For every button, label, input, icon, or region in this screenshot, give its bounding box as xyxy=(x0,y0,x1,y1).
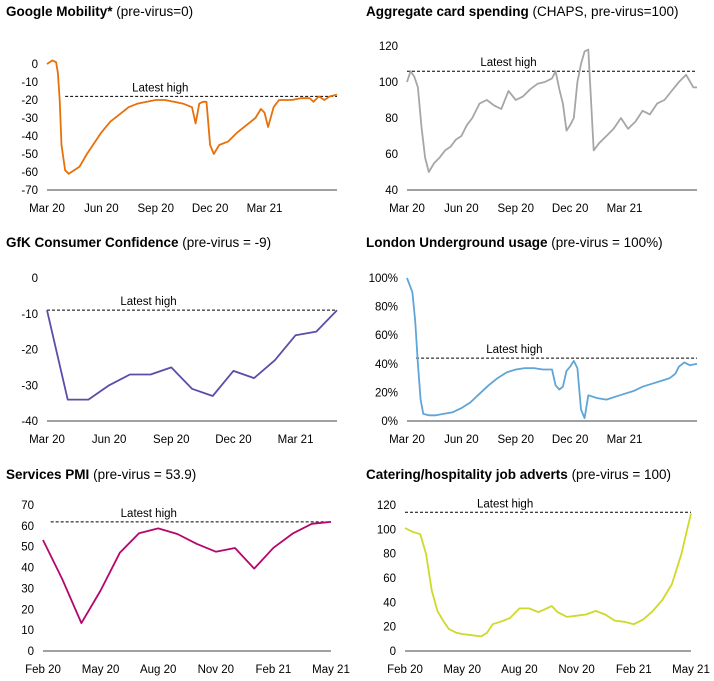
y-tick-label: 80% xyxy=(375,302,398,314)
y-tick-label: 0 xyxy=(390,646,396,658)
x-tick-label: Aug 20 xyxy=(140,664,176,676)
chart-title: Services PMI (pre-virus = 53.9) xyxy=(6,467,197,482)
y-tick-label: 0 xyxy=(32,273,38,285)
y-tick-label: -10 xyxy=(21,309,38,321)
latest-high-label: Latest high xyxy=(480,57,536,69)
x-tick-label: Nov 20 xyxy=(558,664,594,676)
y-tick-label: -30 xyxy=(21,380,38,392)
y-tick-label: -50 xyxy=(21,149,38,161)
series-line xyxy=(46,59,338,175)
y-tick-label: 80 xyxy=(383,549,396,561)
y-tick-label: 60 xyxy=(21,521,34,533)
y-tick-label: -40 xyxy=(21,131,38,143)
chart-title: London Underground usage (pre-virus = 10… xyxy=(366,235,663,250)
x-tick-label: Mar 20 xyxy=(389,203,425,215)
x-tick-label: Feb 20 xyxy=(387,664,423,676)
y-tick-label: -30 xyxy=(21,113,38,125)
x-tick-label: Jun 20 xyxy=(444,203,479,215)
x-tick-label: Sep 20 xyxy=(153,434,189,446)
y-tick-label: 60 xyxy=(383,573,396,585)
y-tick-label: 0 xyxy=(28,646,34,658)
x-tick-label: May 21 xyxy=(672,664,710,676)
x-tick-label: Dec 20 xyxy=(552,203,588,215)
y-tick-label: 120 xyxy=(377,500,396,512)
y-tick-label: 60 xyxy=(385,149,398,161)
series-line xyxy=(42,521,332,624)
x-tick-label: Dec 20 xyxy=(215,434,251,446)
y-tick-label: 40 xyxy=(385,185,398,197)
series-line xyxy=(406,48,697,173)
x-tick-label: Sep 20 xyxy=(498,203,534,215)
x-tick-label: Sep 20 xyxy=(498,434,534,446)
series-line xyxy=(46,309,338,401)
y-tick-label: -20 xyxy=(21,345,38,357)
x-tick-label: Feb 20 xyxy=(25,664,61,676)
x-tick-label: Mar 21 xyxy=(607,203,643,215)
y-tick-label: 120 xyxy=(379,41,398,53)
latest-high-label: Latest high xyxy=(486,344,542,356)
x-tick-label: Aug 20 xyxy=(501,664,537,676)
series-line xyxy=(404,513,692,638)
x-tick-label: Feb 21 xyxy=(616,664,652,676)
y-tick-label: -20 xyxy=(21,95,38,107)
latest-high-label: Latest high xyxy=(477,498,533,510)
y-tick-label: 20 xyxy=(21,604,34,616)
y-tick-label: 70 xyxy=(21,500,34,512)
y-tick-label: 100% xyxy=(369,273,398,285)
x-tick-label: Mar 21 xyxy=(607,434,643,446)
y-tick-label: 100 xyxy=(379,77,398,89)
x-tick-label: Mar 21 xyxy=(278,434,314,446)
x-tick-label: Nov 20 xyxy=(198,664,234,676)
latest-high-label: Latest high xyxy=(121,508,177,520)
y-tick-label: 0 xyxy=(32,59,38,71)
y-tick-label: 40 xyxy=(21,563,34,575)
y-tick-label: -70 xyxy=(21,185,38,197)
y-tick-label: 100 xyxy=(377,524,396,536)
x-tick-label: Jun 20 xyxy=(84,203,119,215)
x-tick-label: Mar 20 xyxy=(389,434,425,446)
y-tick-label: 60% xyxy=(375,330,398,342)
y-tick-label: 80 xyxy=(385,113,398,125)
x-tick-label: May 20 xyxy=(82,664,120,676)
y-tick-label: 40 xyxy=(383,597,396,609)
x-tick-label: Dec 20 xyxy=(192,203,228,215)
y-tick-label: 20% xyxy=(375,387,398,399)
chart-title: GfK Consumer Confidence (pre-virus = -9) xyxy=(6,235,272,250)
x-tick-label: Mar 20 xyxy=(29,203,65,215)
y-tick-label: -40 xyxy=(21,416,38,428)
x-tick-label: Sep 20 xyxy=(138,203,174,215)
x-tick-label: Mar 21 xyxy=(247,203,283,215)
x-tick-label: Mar 20 xyxy=(29,434,65,446)
series-line xyxy=(406,277,698,420)
y-tick-label: 20 xyxy=(383,622,396,634)
y-tick-label: -10 xyxy=(21,77,38,89)
chart-title: Google Mobility* (pre-virus=0) xyxy=(6,4,194,19)
latest-high-label: Latest high xyxy=(132,82,188,94)
x-tick-label: May 21 xyxy=(312,664,350,676)
chart-title: Aggregate card spending (CHAPS, pre-viru… xyxy=(366,4,679,19)
y-tick-label: 0% xyxy=(381,416,398,428)
x-tick-label: Jun 20 xyxy=(92,434,127,446)
latest-high-label: Latest high xyxy=(120,296,176,308)
x-tick-label: Jun 20 xyxy=(444,434,479,446)
chart-title: Catering/hospitality job adverts (pre-vi… xyxy=(366,467,671,482)
y-tick-label: 40% xyxy=(375,359,398,371)
x-tick-label: Dec 20 xyxy=(552,434,588,446)
x-tick-label: Feb 21 xyxy=(255,664,291,676)
x-tick-label: May 20 xyxy=(443,664,481,676)
y-tick-label: 10 xyxy=(21,625,34,637)
y-tick-label: -60 xyxy=(21,167,38,179)
y-tick-label: 50 xyxy=(21,542,34,554)
y-tick-label: 30 xyxy=(21,583,34,595)
